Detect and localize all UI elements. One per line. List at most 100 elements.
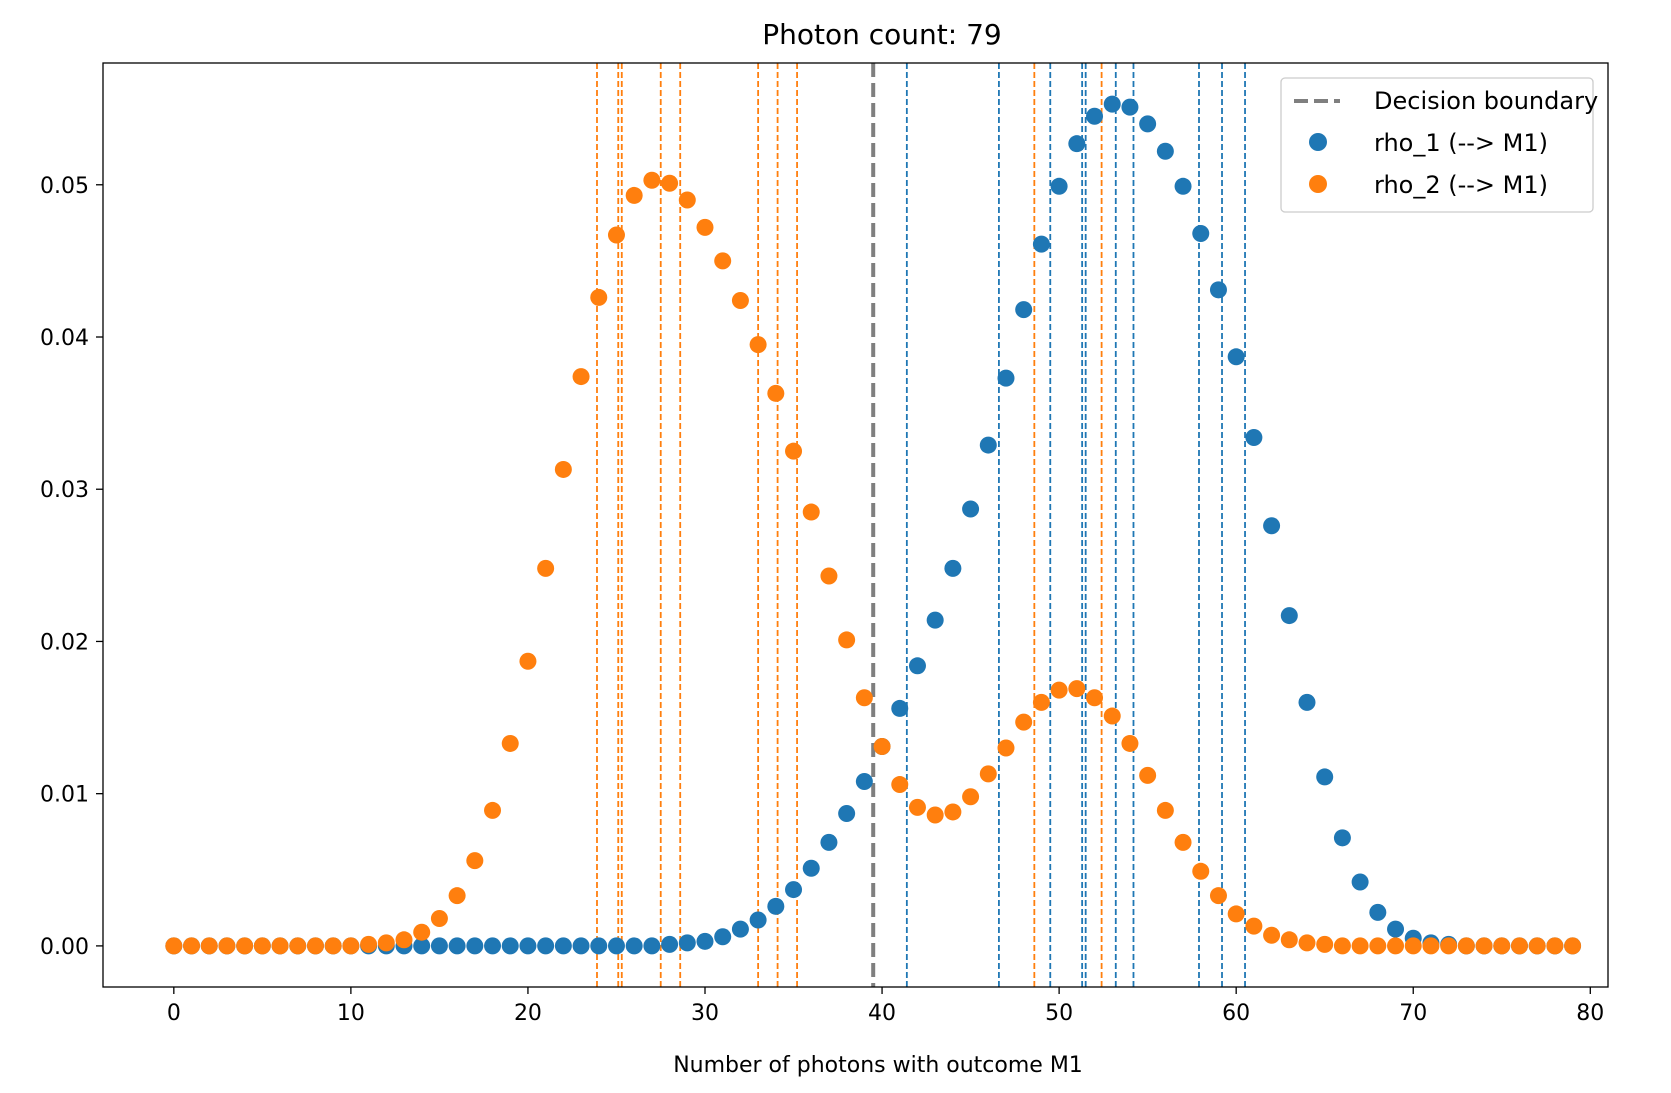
point-series1-23 xyxy=(572,937,590,955)
point-series2-10 xyxy=(342,937,360,955)
y-tick-label: 0.04 xyxy=(40,326,89,351)
point-series2-2 xyxy=(200,937,218,955)
point-series1-45 xyxy=(962,500,980,518)
point-series2-77 xyxy=(1528,937,1546,955)
y-tick-label: 0.02 xyxy=(40,630,89,655)
point-series2-32 xyxy=(731,291,749,309)
point-series1-15 xyxy=(430,937,448,955)
x-tick-label: 50 xyxy=(1045,1001,1073,1026)
point-series2-12 xyxy=(377,934,395,952)
point-series2-9 xyxy=(324,937,342,955)
point-series2-78 xyxy=(1546,937,1564,955)
point-series2-72 xyxy=(1440,937,1458,955)
point-series1-69 xyxy=(1387,920,1405,938)
point-series1-52 xyxy=(1086,107,1104,125)
point-series2-28 xyxy=(661,174,679,192)
point-series2-31 xyxy=(714,252,732,270)
point-series1-27 xyxy=(643,937,661,955)
point-series1-61 xyxy=(1245,428,1263,446)
x-tick-label: 0 xyxy=(167,1001,181,1026)
legend-rho1-label: rho_1 (--> M1) xyxy=(1374,129,1548,157)
point-series1-66 xyxy=(1333,829,1351,847)
x-axis: 0 10 20 30 40 50 60 70 80 xyxy=(167,987,1604,1026)
point-series2-40 xyxy=(873,737,891,755)
point-series2-34 xyxy=(767,384,785,402)
point-series1-14 xyxy=(413,937,431,955)
point-series1-44 xyxy=(944,559,962,577)
point-series2-21 xyxy=(537,559,555,577)
point-series1-51 xyxy=(1068,135,1086,153)
point-series1-24 xyxy=(590,937,608,955)
point-series2-37 xyxy=(820,567,838,585)
x-tick-label: 40 xyxy=(868,1001,896,1026)
point-series2-17 xyxy=(466,852,484,870)
point-series2-76 xyxy=(1510,937,1528,955)
observed-lines xyxy=(596,63,1246,987)
point-series2-52 xyxy=(1086,689,1104,707)
point-series1-34 xyxy=(767,897,785,915)
point-series2-73 xyxy=(1457,937,1475,955)
point-series1-47 xyxy=(997,369,1015,387)
point-series2-62 xyxy=(1263,926,1281,944)
point-series2-1 xyxy=(183,937,201,955)
point-series2-3 xyxy=(218,937,236,955)
point-series1-46 xyxy=(979,436,997,454)
point-series2-70 xyxy=(1404,937,1422,955)
point-series2-59 xyxy=(1209,887,1227,905)
point-series2-79 xyxy=(1564,937,1582,955)
point-series2-44 xyxy=(944,803,962,821)
point-series2-7 xyxy=(289,937,307,955)
point-series1-50 xyxy=(1050,177,1068,195)
point-series1-56 xyxy=(1156,142,1174,160)
point-series2-48 xyxy=(1015,713,1033,731)
point-series2-13 xyxy=(395,931,413,949)
point-series1-57 xyxy=(1174,177,1192,195)
point-series2-25 xyxy=(607,226,625,244)
point-series2-29 xyxy=(678,191,696,209)
y-axis: 0.00 0.01 0.02 0.03 0.04 0.05 xyxy=(40,174,103,960)
point-series1-67 xyxy=(1351,873,1369,891)
point-series2-18 xyxy=(484,801,502,819)
point-series1-63 xyxy=(1280,607,1298,625)
point-series2-39 xyxy=(855,689,873,707)
point-series1-16 xyxy=(448,937,466,955)
point-series1-62 xyxy=(1263,517,1281,535)
point-series2-64 xyxy=(1298,934,1316,952)
point-series1-53 xyxy=(1103,95,1121,113)
point-series2-58 xyxy=(1192,862,1210,880)
point-series1-58 xyxy=(1192,224,1210,242)
point-series2-38 xyxy=(838,631,856,649)
point-series2-4 xyxy=(236,937,254,955)
legend: Decision boundary rho_1 (--> M1) rho_2 (… xyxy=(1280,77,1598,213)
point-series2-68 xyxy=(1369,937,1387,955)
point-series1-43 xyxy=(926,611,944,629)
point-series1-30 xyxy=(696,932,714,950)
point-series2-5 xyxy=(253,937,271,955)
point-series2-56 xyxy=(1156,801,1174,819)
legend-frame xyxy=(1280,77,1594,213)
point-series1-65 xyxy=(1316,768,1334,786)
y-tick-label: 0.00 xyxy=(40,935,89,960)
point-series1-60 xyxy=(1227,348,1245,366)
point-series1-37 xyxy=(820,833,838,851)
legend-rho1-marker xyxy=(1309,133,1327,151)
point-series2-42 xyxy=(908,798,926,816)
y-tick-label: 0.03 xyxy=(40,478,89,503)
point-series2-60 xyxy=(1227,905,1245,923)
point-series2-51 xyxy=(1068,680,1086,698)
point-series2-46 xyxy=(979,765,997,783)
point-series2-47 xyxy=(997,739,1015,757)
point-series1-38 xyxy=(838,804,856,822)
point-series2-14 xyxy=(413,923,431,941)
point-series1-25 xyxy=(607,937,625,955)
point-series2-23 xyxy=(572,368,590,386)
point-series1-55 xyxy=(1139,115,1157,133)
point-series1-26 xyxy=(625,937,643,955)
point-series2-63 xyxy=(1280,931,1298,949)
point-series2-74 xyxy=(1475,937,1493,955)
point-series1-18 xyxy=(484,937,502,955)
point-series2-65 xyxy=(1316,935,1334,953)
point-series2-55 xyxy=(1139,766,1157,784)
point-series1-22 xyxy=(554,937,572,955)
point-series1-48 xyxy=(1015,301,1033,319)
